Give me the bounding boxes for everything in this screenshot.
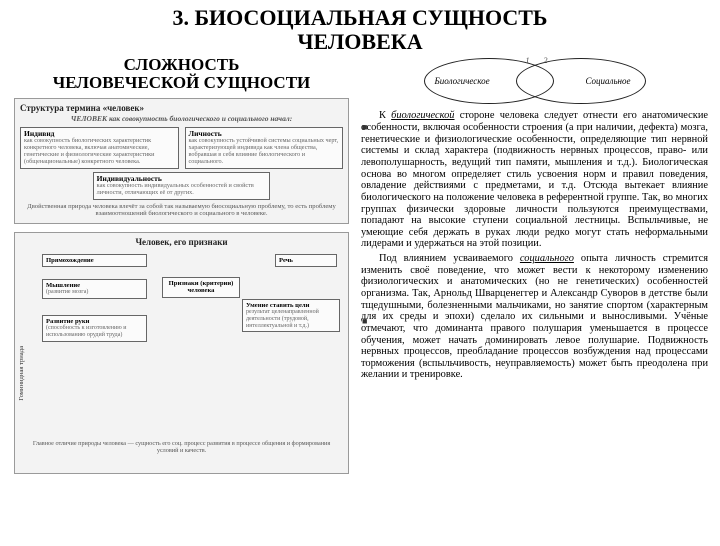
box-individ-t: как совокупность биологических характери… [24,138,175,166]
venn-right-label: Социальное [585,76,630,86]
venn-diagram: Биологическое Социальное 1 2 [420,56,650,106]
td-note: Двойственная природа человека влечёт за … [20,203,343,218]
box-ruki: Развитие руки (способность к изготовлени… [42,315,147,342]
box-indiv-t: как совокупность индивидуальных особенно… [97,183,267,197]
box-rech: Речь [275,254,337,267]
box-myshlenie: Мышление (развитие мозга) [42,279,147,299]
box-lichnost-t: как совокупность устойчивой системы соци… [189,138,340,166]
box-individualnost: Индивидуальность как совокупность индиви… [93,172,271,200]
left-column: СЛОЖНОСТЬ ЧЕЛОВЕЧЕСКОЙ СУЩНОСТИ Структур… [0,56,355,473]
p1-lead: биологической [391,110,454,121]
p1-pre: К [379,110,391,121]
box-lichnost: Личность как совокупность устойчивой сис… [185,127,344,169]
venn-left-label: Биологическое [435,76,490,86]
p2-lead: социального [520,253,574,264]
paragraph-biological: К биологической стороне человека следует… [361,110,708,250]
box-pryamo: Прямохождение [42,254,147,267]
two-column-layout: СЛОЖНОСТЬ ЧЕЛОВЕЧЕСКОЙ СУЩНОСТИ Структур… [0,56,720,473]
td-sub: ЧЕЛОВЕК как совокупность биологического … [20,115,343,123]
box-tseli-t: результат целенаправленной деятельности … [246,309,336,329]
left-subtitle-2: ЧЕЛОВЕЧЕСКОЙ СУЩНОСТИ [53,73,311,92]
box-center-h: Признаки (критерии) человека [166,280,236,295]
box-ruki-t: (способность к изготовлению и использова… [46,325,143,338]
title-line1: 3. БИОСОЦИАЛЬНАЯ СУЩНОСТЬ [173,5,548,30]
box-pryamo-h: Прямохождение [46,257,94,264]
box-mysh-t: (развитие мозга) [46,289,143,296]
left-subtitle-1: СЛОЖНОСТЬ [124,55,240,74]
diagram-priznaki: Человек, его признаки Гоминидная триада … [14,232,349,474]
p2-pre: Под влиянием усваиваемого [379,253,520,264]
box-rech-h: Речь [279,257,293,264]
title-line2: ЧЕЛОВЕКА [297,29,422,54]
venn-num-1: 1 [526,56,530,65]
box-individ: Индивид как совокупность биологических х… [20,127,179,169]
box-priznaki-center: Признаки (критерии) человека [162,277,240,298]
td-title: Структура термина «человек» [20,103,343,113]
right-column: Биологическое Социальное 1 2 К биологиче… [355,56,720,473]
bd-note: Главное отличие природы человека — сущно… [24,441,339,455]
venn-right-circle: Социальное [516,58,646,104]
paragraph-social: Под влиянием усваиваемого социального оп… [361,253,708,381]
box-tseli: Умение ставить цели результат целенаправ… [242,299,340,333]
bd-title: Человек, его признаки [20,237,343,247]
vlabel-triada: Гоминидная триада [18,346,25,401]
bullet-icon: ■ [362,122,367,132]
bullet-icon: ■ [362,316,367,326]
venn-num-2: 2 [544,56,548,65]
p2-body: опыта личность стремится изменить своё п… [361,253,708,380]
p1-body: стороне человека следует отнести его ана… [361,110,708,249]
diagram-structure-term: Структура термина «человек» ЧЕЛОВЕК как … [14,98,349,224]
